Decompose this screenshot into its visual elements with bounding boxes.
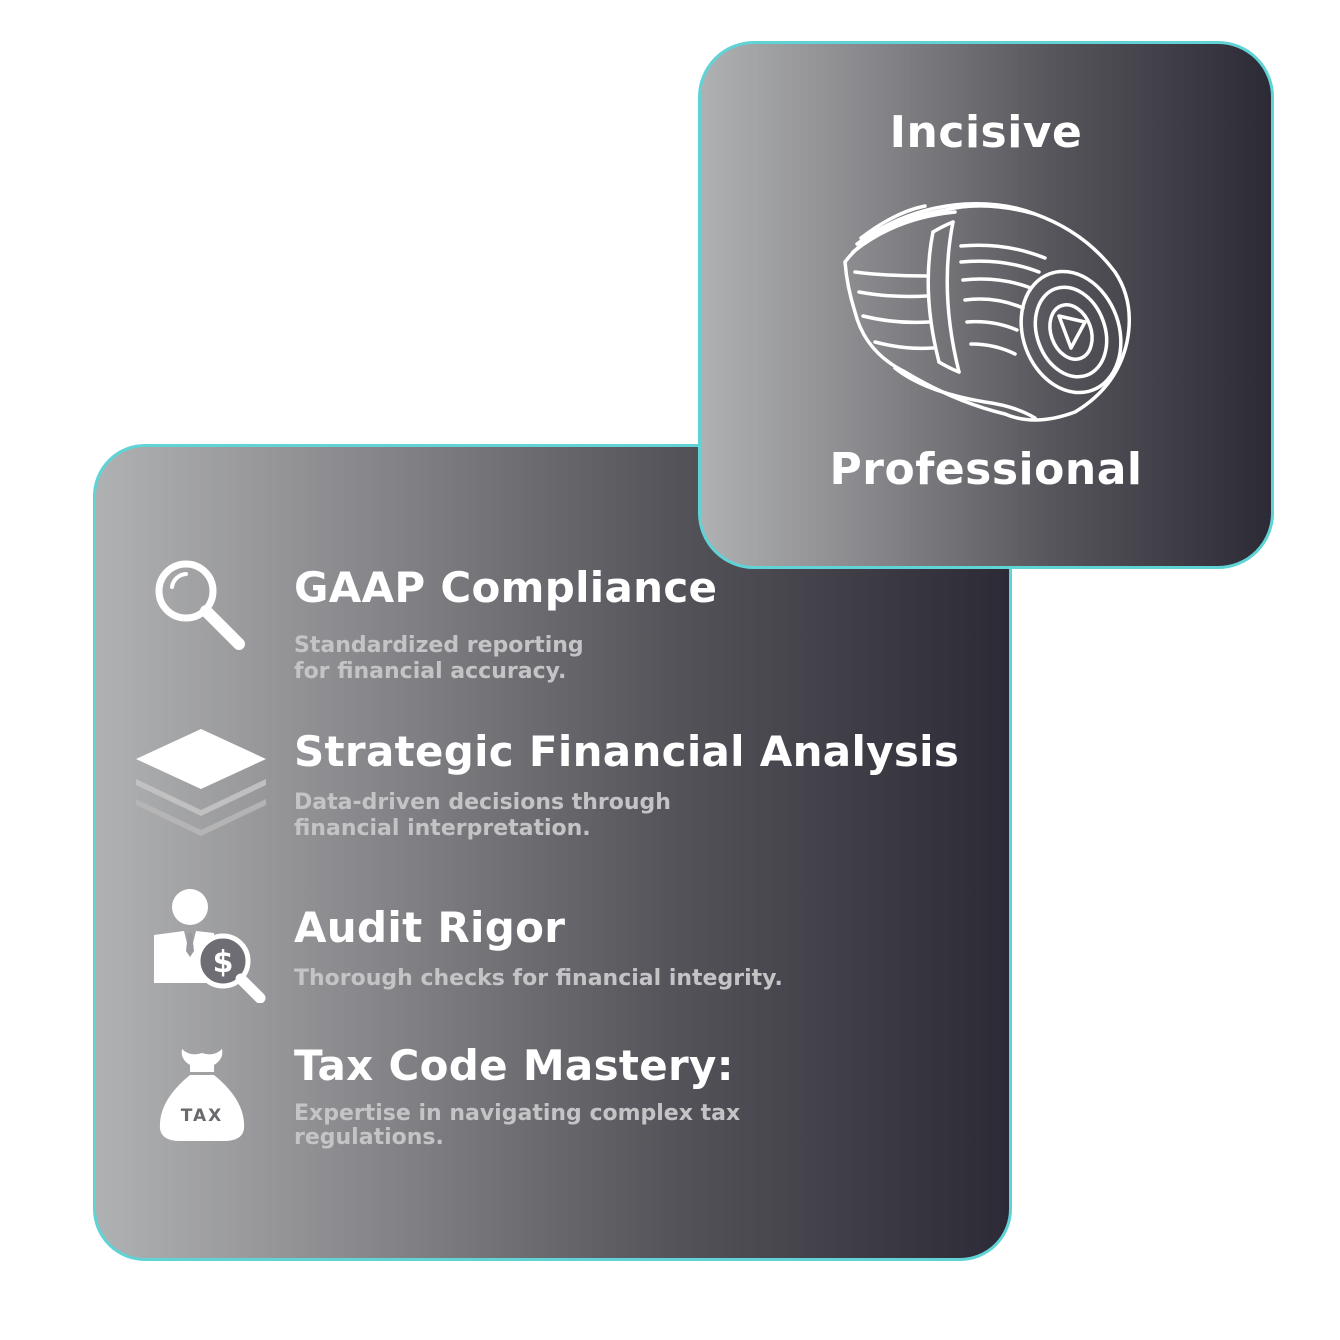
feature-title: Tax Code Mastery: [294,1041,734,1090]
feature-description-line: regulations. [294,1125,444,1150]
feature-description-line: Data-driven decisions through [294,790,671,815]
feature-description-line: financial interpretation. [294,816,591,841]
feature-description-line: for financial accuracy. [294,659,567,684]
svg-text:TAX: TAX [181,1106,224,1126]
quality-title-top: Incisive [889,107,1083,158]
feature-description: Expertise in navigating complex tax regu… [294,1102,854,1150]
feature-description-line: Thorough checks for financial integrity. [294,966,783,991]
rolled-cash-icon [843,201,1131,422]
auditor-dollar-icon: $ [154,889,266,1003]
svg-text:$: $ [213,945,234,980]
feature-title: Strategic Financial Analysis [294,727,960,776]
quality-title-bottom: Professional [829,444,1143,495]
feature-description-line: Expertise in navigating complex tax [294,1101,741,1126]
stacked-layers-icon [136,729,266,836]
tax-bag-icon: TAX [159,1049,245,1141]
feature-title: GAAP Compliance [294,563,718,612]
feature-description: Thorough checks for financial integrity. [294,966,914,992]
features-card: GAAP Compliance Standardized reporting f… [93,444,1012,1261]
magnifying-glass-icon [155,560,245,650]
qualities-card: Incisive [698,41,1274,569]
feature-description: Standardized reporting for financial acc… [294,633,854,685]
feature-title: Audit Rigor [294,903,566,952]
feature-description-line: Standardized reporting [294,633,584,658]
feature-description: Data-driven decisions through financial … [294,790,854,842]
